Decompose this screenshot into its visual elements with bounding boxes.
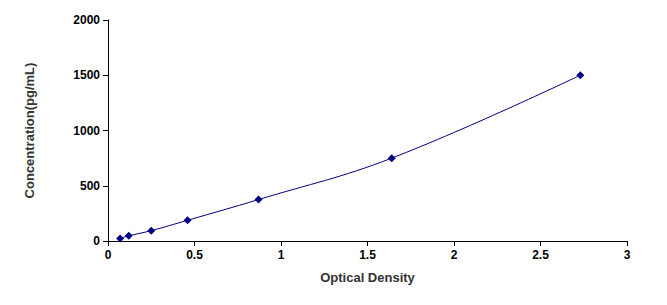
svg-text:Optical Density: Optical Density [320,270,415,285]
svg-text:1.5: 1.5 [359,248,376,262]
svg-text:1: 1 [278,248,285,262]
svg-text:0: 0 [93,234,100,248]
svg-text:1000: 1000 [73,124,100,138]
svg-text:0: 0 [105,248,112,262]
svg-text:3: 3 [624,248,631,262]
svg-text:Concentration(pg/mL): Concentration(pg/mL) [22,63,37,199]
svg-text:2.5: 2.5 [532,248,549,262]
svg-text:1500: 1500 [73,68,100,82]
svg-text:0.5: 0.5 [186,248,203,262]
svg-text:2000: 2000 [73,13,100,27]
svg-text:2: 2 [451,248,458,262]
svg-text:500: 500 [80,179,100,193]
